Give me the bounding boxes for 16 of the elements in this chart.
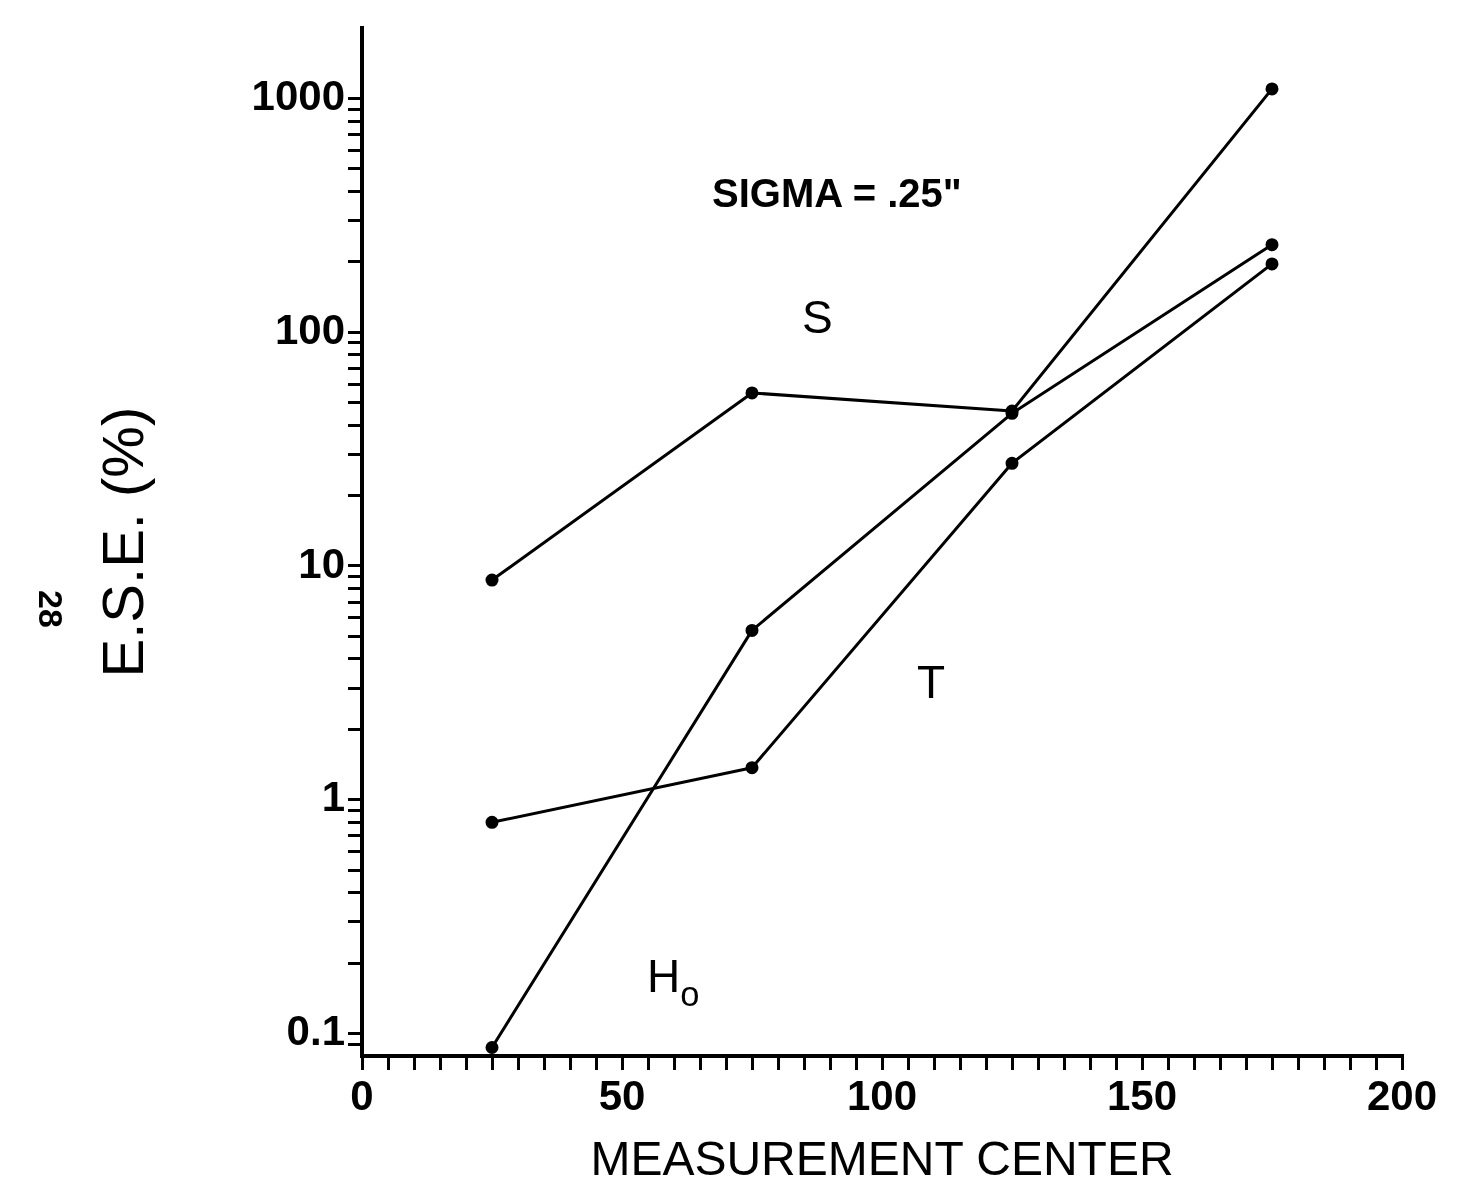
annotation: SIGMA = .25"	[712, 171, 962, 216]
y-tick-label: 10	[298, 539, 345, 587]
x-tick-label: 200	[1366, 1071, 1438, 1119]
y-tick-label: 1	[321, 773, 345, 821]
x-tick-label: 0	[350, 1071, 374, 1119]
series-label: T	[917, 655, 946, 708]
y-axis-title: E.S.E. (%)	[89, 406, 155, 678]
x-tick-label: 50	[598, 1071, 646, 1119]
series-label: S	[802, 290, 833, 343]
x-tick-label: 150	[1106, 1071, 1178, 1119]
text: 28	[31, 590, 70, 628]
y-tick-label: 0.1	[286, 1006, 345, 1054]
y-tick-label: 1000	[251, 72, 345, 120]
x-tick-label: 100	[846, 1071, 918, 1119]
y-tick-label: 100	[274, 305, 345, 353]
x-axis-title: MEASUREMENT CENTER	[590, 1132, 1174, 1186]
